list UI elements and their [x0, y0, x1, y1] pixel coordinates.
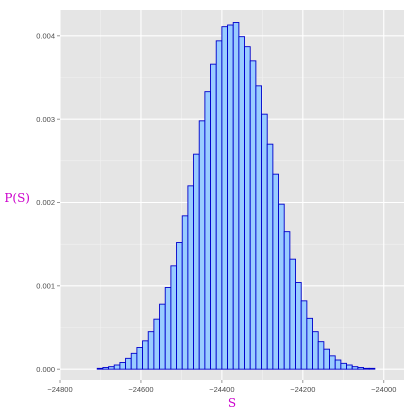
histogram-bar	[300, 300, 308, 370]
histogram-bar	[113, 364, 121, 370]
histogram-bar	[170, 265, 178, 370]
histogram-bar	[227, 24, 234, 370]
histogram-bar	[351, 366, 359, 370]
histogram-bar	[102, 367, 110, 370]
x-tick-label: −24800	[47, 385, 72, 394]
histogram-bar	[210, 63, 217, 370]
histogram-bar	[368, 367, 376, 370]
histogram-bar	[244, 46, 251, 370]
x-tick-label: −24400	[209, 385, 234, 394]
y-tick-label: 0.002	[36, 198, 55, 207]
histogram-bars	[96, 22, 376, 370]
histogram-bar	[249, 60, 257, 370]
histogram-bar	[153, 318, 161, 370]
histogram-bar	[130, 352, 138, 370]
x-tick-label: −24000	[371, 385, 396, 394]
histogram-bar	[96, 367, 104, 370]
histogram-bar	[176, 242, 183, 370]
histogram-bar	[306, 317, 313, 370]
histogram-bar	[357, 367, 364, 370]
x-axis-ticks: −24800 −24600 −24400 −24200 −24000	[47, 380, 396, 394]
histogram-bar	[193, 153, 200, 370]
histogram-bar	[204, 91, 212, 370]
x-tick-label: −24200	[290, 385, 315, 394]
histogram-bar	[215, 40, 223, 370]
histogram-bar	[266, 143, 274, 370]
y-tick-label: 0.004	[36, 31, 55, 40]
y-axis-label: P(S)	[4, 191, 30, 205]
histogram-bar	[323, 348, 330, 370]
y-axis-ticks: 0.000 0.001 0.002 0.003 0.004	[36, 31, 60, 374]
histogram-bar	[295, 282, 302, 370]
histogram-bar	[312, 331, 319, 370]
histogram-bar	[272, 173, 279, 370]
histogram-bar	[278, 203, 285, 370]
histogram-bar	[108, 366, 115, 370]
histogram-bar	[289, 258, 296, 370]
histogram-bar	[119, 362, 127, 370]
histogram-bar	[238, 36, 245, 370]
histogram-bar	[334, 359, 342, 370]
x-axis-label: S	[228, 396, 236, 410]
histogram-bar	[283, 231, 291, 370]
histogram-bar	[329, 355, 336, 370]
histogram-bar	[136, 347, 144, 370]
histogram-bar	[221, 26, 228, 370]
y-tick-label: 0.000	[36, 365, 55, 374]
histogram-bar	[317, 341, 325, 370]
histogram-bar	[159, 303, 166, 370]
y-tick-label: 0.001	[36, 281, 55, 290]
y-tick-label: 0.003	[36, 115, 55, 124]
x-tick-label: −24600	[128, 385, 153, 394]
histogram-bar	[363, 367, 370, 370]
histogram-bar	[198, 120, 206, 370]
histogram-bar	[142, 340, 149, 370]
histogram-bar	[125, 357, 132, 370]
histogram-bar	[181, 215, 189, 370]
histogram-bar	[187, 185, 195, 370]
histogram-bar	[255, 85, 262, 370]
histogram-bar	[147, 331, 155, 370]
histogram-bar	[340, 362, 347, 370]
histogram-bar	[346, 364, 353, 370]
histogram-bar	[164, 287, 172, 370]
histogram-bar	[261, 113, 268, 370]
histogram-bar	[232, 22, 240, 370]
